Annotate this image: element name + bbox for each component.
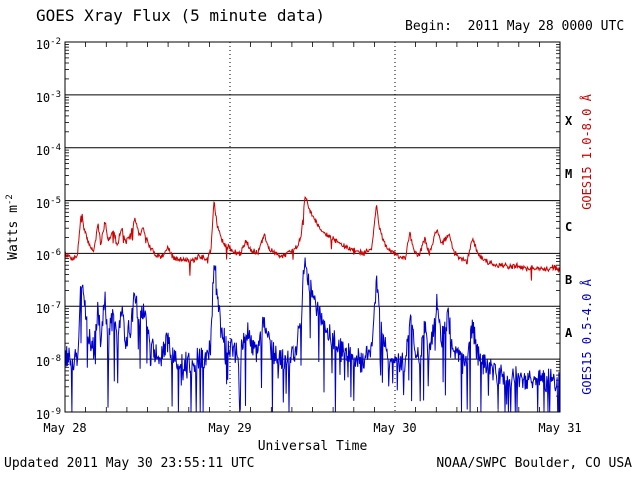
flare-class-x: X bbox=[565, 114, 573, 128]
begin-timestamp: Begin: 2011 May 28 0000 UTC bbox=[405, 19, 625, 34]
y-tick-label: 10-2 bbox=[35, 37, 61, 52]
series-label-short-band: GOES15 0.5-4.0 Å bbox=[580, 279, 594, 395]
chart-title: GOES Xray Flux (5 minute data) bbox=[36, 6, 325, 25]
series-line-long-band bbox=[64, 196, 561, 281]
credit-text: NOAA/SWPC Boulder, CO USA bbox=[436, 456, 632, 471]
series-label-long-band: GOES15 1.0-8.0 Å bbox=[580, 94, 594, 210]
x-tick-label: May 29 bbox=[208, 421, 252, 435]
y-tick-label: 10-9 bbox=[35, 407, 61, 422]
flare-class-a: A bbox=[565, 326, 573, 340]
y-tick-label: 10-6 bbox=[35, 248, 61, 263]
flare-class-b: B bbox=[565, 273, 573, 287]
flare-class-m: M bbox=[565, 167, 573, 181]
y-tick-label: 10-7 bbox=[35, 301, 61, 316]
y-tick-label: 10-3 bbox=[35, 90, 61, 105]
x-tick-label: May 30 bbox=[373, 421, 417, 435]
y-tick-label: 10-4 bbox=[35, 143, 61, 158]
series-line-short-band bbox=[64, 257, 561, 413]
updated-timestamp: Updated 2011 May 30 23:55:11 UTC bbox=[4, 456, 255, 471]
x-axis-title: Universal Time bbox=[257, 439, 368, 454]
x-tick-label: May 31 bbox=[538, 421, 582, 435]
x-tick-label: May 28 bbox=[43, 421, 87, 435]
flare-class-c: C bbox=[565, 220, 573, 234]
y-tick-label: 10-5 bbox=[35, 196, 61, 211]
y-tick-label: 10-8 bbox=[35, 354, 61, 369]
plot-frame bbox=[64, 41, 561, 413]
